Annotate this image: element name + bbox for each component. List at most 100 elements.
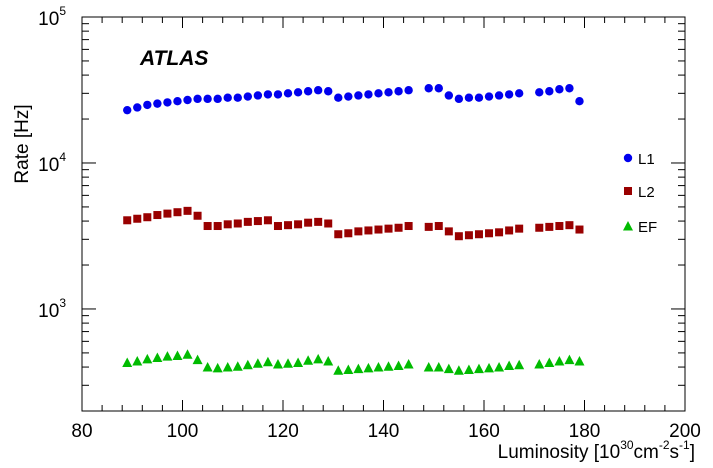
data-point-ef bbox=[373, 362, 384, 372]
data-point-l1 bbox=[444, 91, 454, 100]
data-point-ef bbox=[494, 362, 505, 372]
x-tick-label: 80 bbox=[71, 421, 92, 442]
series-l2 bbox=[123, 206, 584, 241]
data-point-ef bbox=[473, 363, 484, 374]
data-point-l2 bbox=[314, 217, 323, 226]
data-point-l1 bbox=[263, 90, 273, 99]
data-point-l2 bbox=[284, 221, 293, 230]
data-point-l1 bbox=[303, 87, 313, 96]
data-point-l1 bbox=[494, 91, 504, 100]
data-point-l2 bbox=[173, 208, 182, 217]
data-point-l2 bbox=[133, 214, 142, 223]
data-point-l1 bbox=[454, 94, 464, 104]
data-point-l1 bbox=[434, 84, 443, 93]
data-point-ef bbox=[534, 358, 545, 369]
data-point-l2 bbox=[545, 222, 554, 231]
y-tick-label: 105 bbox=[38, 4, 66, 30]
legend-marker-l2 bbox=[624, 187, 632, 195]
x-tick-label: 140 bbox=[368, 421, 400, 442]
data-point-l2 bbox=[575, 225, 584, 234]
data-point-l2 bbox=[344, 229, 353, 238]
data-point-l2 bbox=[183, 206, 192, 215]
data-point-l1 bbox=[394, 87, 403, 96]
data-point-ef bbox=[122, 357, 133, 367]
data-point-l1 bbox=[203, 94, 212, 104]
data-point-l1 bbox=[404, 86, 413, 95]
data-point-l1 bbox=[133, 103, 142, 112]
data-point-l1 bbox=[424, 84, 433, 93]
data-point-l2 bbox=[203, 222, 212, 231]
data-point-l1 bbox=[384, 88, 393, 97]
data-point-ef bbox=[242, 359, 253, 370]
data-point-l1 bbox=[233, 93, 242, 102]
data-point-l2 bbox=[253, 217, 262, 226]
data-point-ef bbox=[564, 354, 575, 365]
data-point-ef bbox=[152, 352, 163, 363]
data-point-l1 bbox=[153, 99, 162, 108]
data-point-l2 bbox=[223, 220, 232, 229]
data-point-ef bbox=[433, 362, 444, 372]
legend-label-l1: L1 bbox=[638, 151, 655, 168]
data-point-ef bbox=[283, 358, 294, 368]
data-point-l2 bbox=[273, 222, 282, 231]
data-point-ef bbox=[393, 360, 404, 370]
legend-label-l2: L2 bbox=[638, 184, 655, 201]
legend-marker-l1 bbox=[623, 153, 633, 163]
legend-label-ef: EF bbox=[638, 219, 657, 236]
data-point-l1 bbox=[273, 90, 283, 99]
data-point-l1 bbox=[334, 93, 343, 102]
data-point-l2 bbox=[505, 226, 514, 235]
data-point-l2 bbox=[464, 231, 473, 240]
data-point-l2 bbox=[474, 230, 483, 239]
data-point-ef bbox=[262, 356, 273, 367]
data-point-l2 bbox=[324, 219, 333, 228]
data-point-ef bbox=[504, 360, 515, 370]
data-point-l1 bbox=[253, 91, 263, 100]
data-point-l1 bbox=[313, 86, 323, 95]
data-point-l2 bbox=[565, 221, 574, 230]
data-point-ef bbox=[172, 350, 183, 360]
data-point-ef bbox=[463, 364, 474, 374]
data-point-l1 bbox=[565, 84, 574, 93]
x-tick-label: 120 bbox=[267, 421, 299, 442]
data-point-l1 bbox=[173, 96, 182, 106]
data-point-l2 bbox=[213, 222, 222, 231]
x-tick-label: 160 bbox=[468, 421, 500, 442]
data-point-ef bbox=[212, 362, 223, 373]
data-point-ef bbox=[132, 356, 143, 366]
data-point-l2 bbox=[354, 227, 363, 236]
atlas-label: ATLAS bbox=[139, 47, 208, 70]
data-point-ef bbox=[383, 361, 394, 371]
data-point-l2 bbox=[454, 232, 463, 241]
y-tick-label: 103 bbox=[38, 296, 66, 322]
data-point-ef bbox=[443, 363, 454, 374]
data-point-ef bbox=[202, 362, 213, 372]
data-point-ef bbox=[272, 358, 283, 369]
data-point-l2 bbox=[384, 224, 393, 233]
data-point-l2 bbox=[334, 230, 343, 239]
data-point-ef bbox=[333, 365, 344, 375]
data-point-l2 bbox=[263, 216, 272, 225]
data-point-ef bbox=[192, 354, 203, 365]
data-point-l2 bbox=[535, 223, 544, 232]
data-point-ef bbox=[343, 364, 354, 374]
data-point-ef bbox=[403, 358, 414, 369]
y-tick-label: 104 bbox=[38, 150, 66, 176]
data-point-l1 bbox=[163, 98, 172, 107]
data-point-l2 bbox=[153, 211, 162, 220]
data-point-ef bbox=[484, 362, 495, 373]
y-axis-title: Rate [Hz] bbox=[12, 104, 33, 183]
data-point-l2 bbox=[193, 211, 202, 220]
data-point-l2 bbox=[555, 222, 564, 231]
data-point-l1 bbox=[344, 92, 353, 101]
data-point-ef bbox=[182, 349, 193, 359]
data-point-l2 bbox=[123, 216, 132, 225]
data-point-l1 bbox=[575, 96, 584, 106]
data-point-l2 bbox=[495, 228, 504, 237]
data-point-l1 bbox=[243, 92, 253, 101]
data-point-l1 bbox=[293, 88, 303, 97]
data-point-l2 bbox=[233, 219, 242, 228]
data-point-l1 bbox=[484, 92, 494, 101]
data-point-l1 bbox=[514, 89, 524, 98]
